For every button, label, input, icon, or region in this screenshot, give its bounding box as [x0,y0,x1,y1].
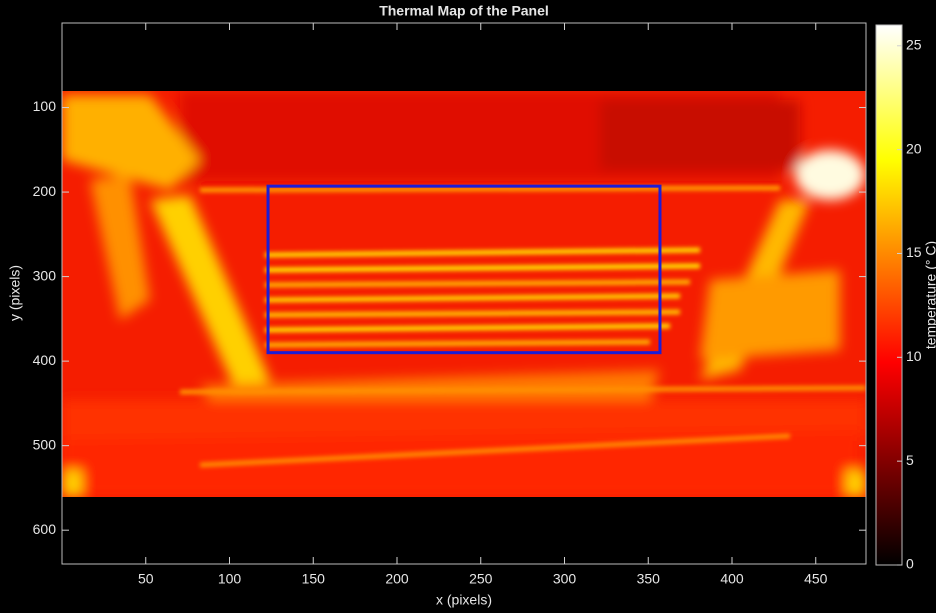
colorbar-tick-label: 20 [906,140,922,156]
x-tick-label: 100 [218,571,242,587]
y-tick-label: 400 [33,352,57,368]
x-axis-label: x (pixels) [436,592,492,608]
x-tick-label: 300 [553,571,577,587]
colorbar [876,25,902,565]
colorbar-tick-label: 0 [906,556,914,572]
y-axis-label: y (pixels) [7,265,23,321]
x-tick-label: 450 [804,571,828,587]
page: {"chart_data": {"type": "heatmap", "titl… [0,0,936,613]
y-tick-label: 600 [33,521,57,537]
chart-title: Thermal Map of the Panel [379,3,549,19]
x-tick-label: 150 [302,571,326,587]
chart: Thermal Map of the Panel x (pixels) y (p… [0,0,936,613]
thermal-image [62,91,866,497]
x-tick-label: 400 [720,571,744,587]
colorbar-tick-label: 15 [906,244,922,260]
y-tick-label: 100 [33,98,57,114]
colorbar-label: temperature (° C) [923,241,936,349]
y-tick-label: 300 [33,267,57,283]
y-tick-label: 500 [33,436,57,452]
x-tick-label: 50 [138,571,154,587]
colorbar-tick-label: 10 [906,348,922,364]
colorbar-tick-label: 5 [906,452,914,468]
colorbar-tick-label: 25 [906,36,922,52]
x-tick-label: 250 [469,571,493,587]
x-tick-label: 350 [637,571,661,587]
x-tick-label: 200 [385,571,409,587]
y-tick-label: 200 [33,183,57,199]
